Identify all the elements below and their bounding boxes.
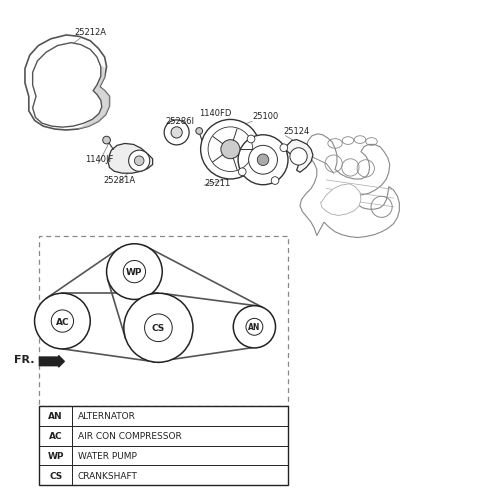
FancyArrow shape xyxy=(39,356,64,367)
Circle shape xyxy=(271,177,279,185)
Circle shape xyxy=(257,155,269,166)
Circle shape xyxy=(201,120,260,179)
Circle shape xyxy=(238,136,288,185)
Circle shape xyxy=(35,294,90,349)
Text: 25286I: 25286I xyxy=(166,117,194,126)
Text: FR.: FR. xyxy=(14,355,35,365)
Text: CS: CS xyxy=(152,324,165,333)
Circle shape xyxy=(164,121,189,146)
Polygon shape xyxy=(286,140,313,173)
Text: WATER PUMP: WATER PUMP xyxy=(78,451,137,460)
Circle shape xyxy=(134,157,144,166)
Circle shape xyxy=(249,146,277,175)
Circle shape xyxy=(124,294,193,363)
Polygon shape xyxy=(300,135,399,238)
Text: AN: AN xyxy=(48,412,63,420)
Polygon shape xyxy=(33,44,102,128)
Text: CS: CS xyxy=(49,471,62,480)
Circle shape xyxy=(280,145,288,152)
Circle shape xyxy=(246,319,263,336)
Text: 25124: 25124 xyxy=(283,127,310,136)
Text: WP: WP xyxy=(126,268,143,277)
Text: 25212A: 25212A xyxy=(74,29,107,38)
Circle shape xyxy=(247,136,255,143)
Text: WP: WP xyxy=(48,451,64,460)
Circle shape xyxy=(51,310,73,333)
Bar xyxy=(39,236,288,406)
Text: AN: AN xyxy=(248,323,261,332)
Text: CRANKSHAFT: CRANKSHAFT xyxy=(78,471,138,480)
Text: 25281A: 25281A xyxy=(103,175,135,184)
Text: AIR CON COMPRESSOR: AIR CON COMPRESSOR xyxy=(78,431,181,440)
Circle shape xyxy=(107,244,162,300)
Circle shape xyxy=(171,128,182,139)
Circle shape xyxy=(129,151,150,172)
Polygon shape xyxy=(321,184,361,216)
Circle shape xyxy=(123,261,145,283)
Circle shape xyxy=(144,314,172,342)
Circle shape xyxy=(233,306,276,348)
Text: 25211: 25211 xyxy=(204,178,230,187)
Text: 1140JF: 1140JF xyxy=(85,154,114,163)
Circle shape xyxy=(103,137,110,145)
Text: AC: AC xyxy=(56,317,69,326)
Bar xyxy=(39,406,288,485)
Text: ALTERNATOR: ALTERNATOR xyxy=(78,412,136,420)
Circle shape xyxy=(239,168,246,176)
Text: 25100: 25100 xyxy=(252,112,278,121)
Polygon shape xyxy=(108,144,153,174)
Circle shape xyxy=(290,148,307,166)
Text: 1140FD: 1140FD xyxy=(199,108,231,117)
Circle shape xyxy=(196,128,203,135)
Text: AC: AC xyxy=(49,431,62,440)
Circle shape xyxy=(221,140,240,159)
Polygon shape xyxy=(78,68,109,130)
